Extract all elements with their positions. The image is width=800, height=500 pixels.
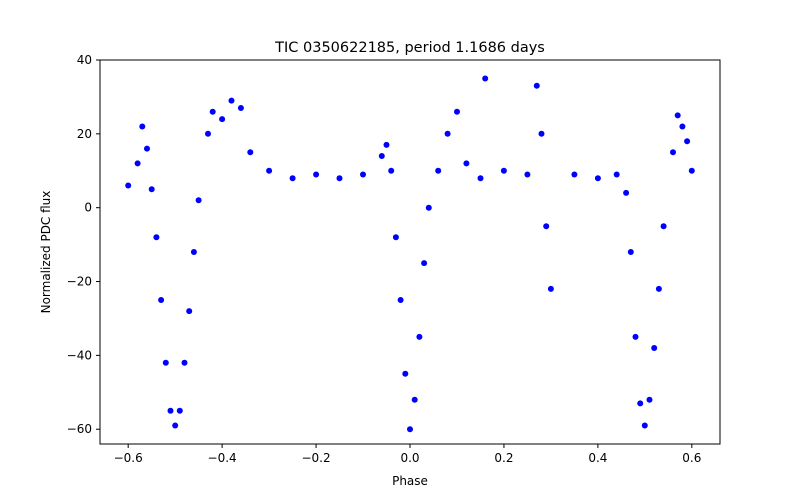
data-point: [425, 204, 432, 211]
data-point: [125, 182, 132, 189]
data-point: [651, 345, 658, 351]
x-tick-label: −0.4: [208, 451, 237, 465]
data-point: [190, 249, 197, 255]
y-axis-ticks: −60 −40 −20 0 20 40: [67, 53, 100, 436]
data-point: [670, 149, 676, 156]
y-tick-label: −20: [67, 275, 92, 289]
data-point: [167, 407, 174, 414]
x-tick-label: 0.4: [588, 451, 607, 465]
data-point: [435, 167, 442, 174]
data-point: [228, 97, 235, 104]
data-point: [219, 116, 226, 123]
y-axis-label: Normalized PDC flux: [39, 191, 53, 314]
data-point: [383, 141, 390, 148]
data-point: [186, 308, 193, 315]
data-point: [237, 105, 244, 111]
data-point: [463, 160, 470, 167]
data-point: [674, 112, 681, 119]
data-point: [134, 160, 141, 167]
data-point: [139, 123, 146, 130]
data-point: [571, 171, 578, 178]
data-point: [454, 108, 460, 115]
data-point: [641, 422, 648, 429]
x-axis-ticks: −0.6 −0.4 −0.2 0.0 0.2 0.4 0.6: [114, 444, 701, 465]
data-point: [538, 130, 545, 137]
data-point: [660, 223, 667, 230]
data-point: [360, 171, 366, 178]
x-tick-label: 0.2: [494, 451, 513, 465]
data-point: [247, 149, 254, 156]
data-point: [148, 186, 155, 193]
data-point: [684, 138, 691, 145]
data-point: [623, 189, 630, 196]
data-point: [172, 422, 179, 429]
data-point: [477, 175, 484, 182]
data-point: [637, 400, 644, 407]
data-point: [444, 130, 451, 137]
data-point: [547, 285, 554, 292]
data-point: [482, 75, 489, 82]
data-point: [162, 359, 169, 366]
y-tick-label: 40: [77, 53, 92, 67]
data-point: [533, 82, 540, 89]
data-point: [407, 426, 413, 433]
data-point: [392, 234, 399, 241]
data-point: [524, 171, 531, 178]
data-point: [153, 234, 160, 241]
data-point: [313, 171, 320, 178]
data-points: [125, 75, 695, 433]
data-point: [289, 175, 296, 182]
data-point: [158, 297, 165, 303]
data-point: [336, 175, 343, 182]
data-point: [500, 167, 507, 174]
data-point: [402, 370, 409, 377]
data-point: [205, 130, 211, 137]
x-tick-label: 0.6: [682, 451, 701, 465]
data-point: [679, 123, 686, 130]
data-point: [397, 297, 404, 303]
data-point: [181, 359, 188, 366]
x-tick-label: 0.0: [400, 451, 419, 465]
data-point: [627, 249, 634, 255]
data-point: [421, 260, 428, 267]
data-point: [388, 167, 395, 174]
data-point: [266, 167, 273, 174]
y-tick-label: 0: [84, 201, 92, 215]
y-tick-label: −40: [67, 348, 92, 362]
data-point: [646, 396, 653, 403]
data-point: [655, 285, 662, 292]
data-point: [209, 108, 216, 115]
data-point: [195, 197, 202, 204]
chart-title: TIC 0350622185, period 1.1686 days: [274, 40, 545, 56]
data-point: [144, 145, 150, 152]
data-point: [543, 223, 550, 230]
y-tick-label: 20: [77, 127, 92, 141]
y-tick-label: −60: [67, 422, 92, 436]
x-tick-label: −0.2: [301, 451, 330, 465]
data-point: [411, 396, 418, 403]
data-point: [688, 167, 695, 174]
data-point: [613, 171, 620, 178]
x-axis-label: Phase: [392, 474, 428, 488]
data-point: [176, 407, 183, 414]
x-tick-label: −0.6: [114, 451, 143, 465]
data-point: [594, 175, 601, 182]
data-point: [416, 333, 423, 340]
data-point: [378, 153, 385, 159]
data-point: [632, 333, 639, 340]
